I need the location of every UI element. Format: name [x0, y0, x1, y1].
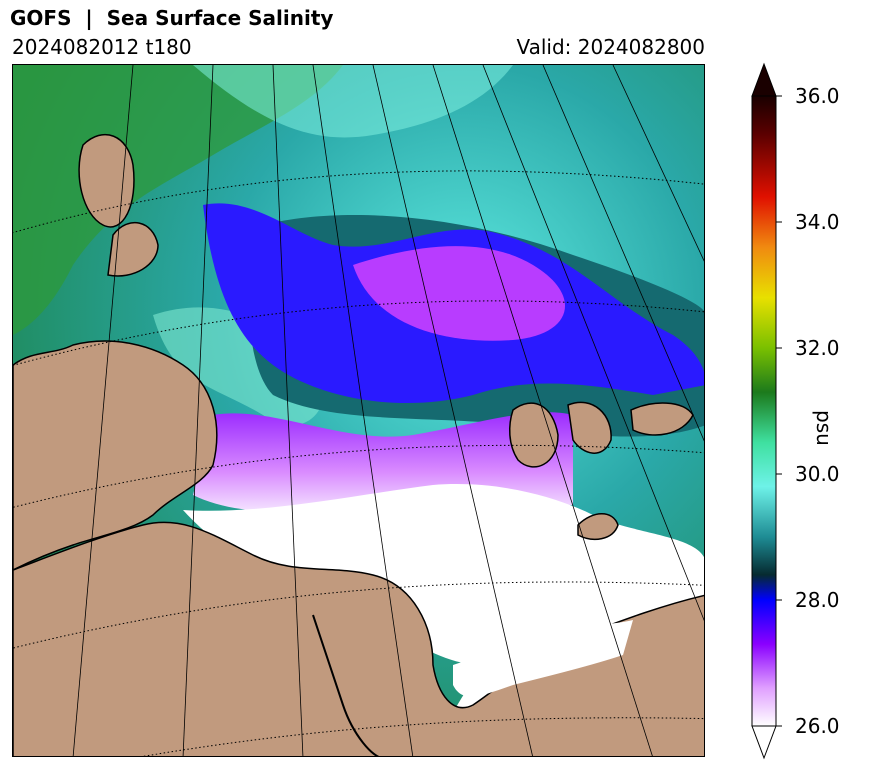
- colorbar-tick-label: 36.0: [795, 84, 840, 108]
- map-title: GOFS | Sea Surface Salinity: [10, 6, 334, 30]
- colorbar-tick-label: 26.0: [795, 714, 840, 738]
- valid-time-label: Valid: 2024082800: [516, 35, 705, 59]
- very-low-salinity-zone: [353, 246, 566, 341]
- salinity-map: [12, 64, 705, 757]
- meridians: [72, 65, 704, 756]
- coastal-ice: [453, 620, 633, 697]
- colorbar-tick-label: 34.0: [795, 210, 840, 234]
- island-land: [78, 134, 135, 228]
- colorbar-tick-label: 32.0: [795, 336, 840, 360]
- colorbar-min-extend: [751, 725, 777, 760]
- light-teal-zone: [193, 65, 513, 138]
- island-land: [107, 221, 159, 277]
- salinity-map-canvas: [13, 65, 704, 756]
- colorbar-tick-label: 28.0: [795, 588, 840, 612]
- colorbar-tick-label: 30.0: [795, 462, 840, 486]
- island-land: [508, 402, 559, 468]
- island-land: [567, 401, 612, 454]
- island-land: [577, 513, 619, 541]
- mainland-west: [13, 340, 218, 571]
- graticule: [13, 170, 704, 756]
- colorbar-gradient: [751, 62, 782, 760]
- colorbar-bar: [751, 95, 777, 727]
- salinity-colorbar: [748, 62, 788, 760]
- river: [312, 614, 380, 756]
- colorbar-max-extend: [751, 62, 777, 97]
- high-salinity-zone: [13, 65, 343, 335]
- colorbar-unit-label: psu: [812, 410, 836, 446]
- forecast-run-label: 2024082012 t180: [12, 35, 192, 59]
